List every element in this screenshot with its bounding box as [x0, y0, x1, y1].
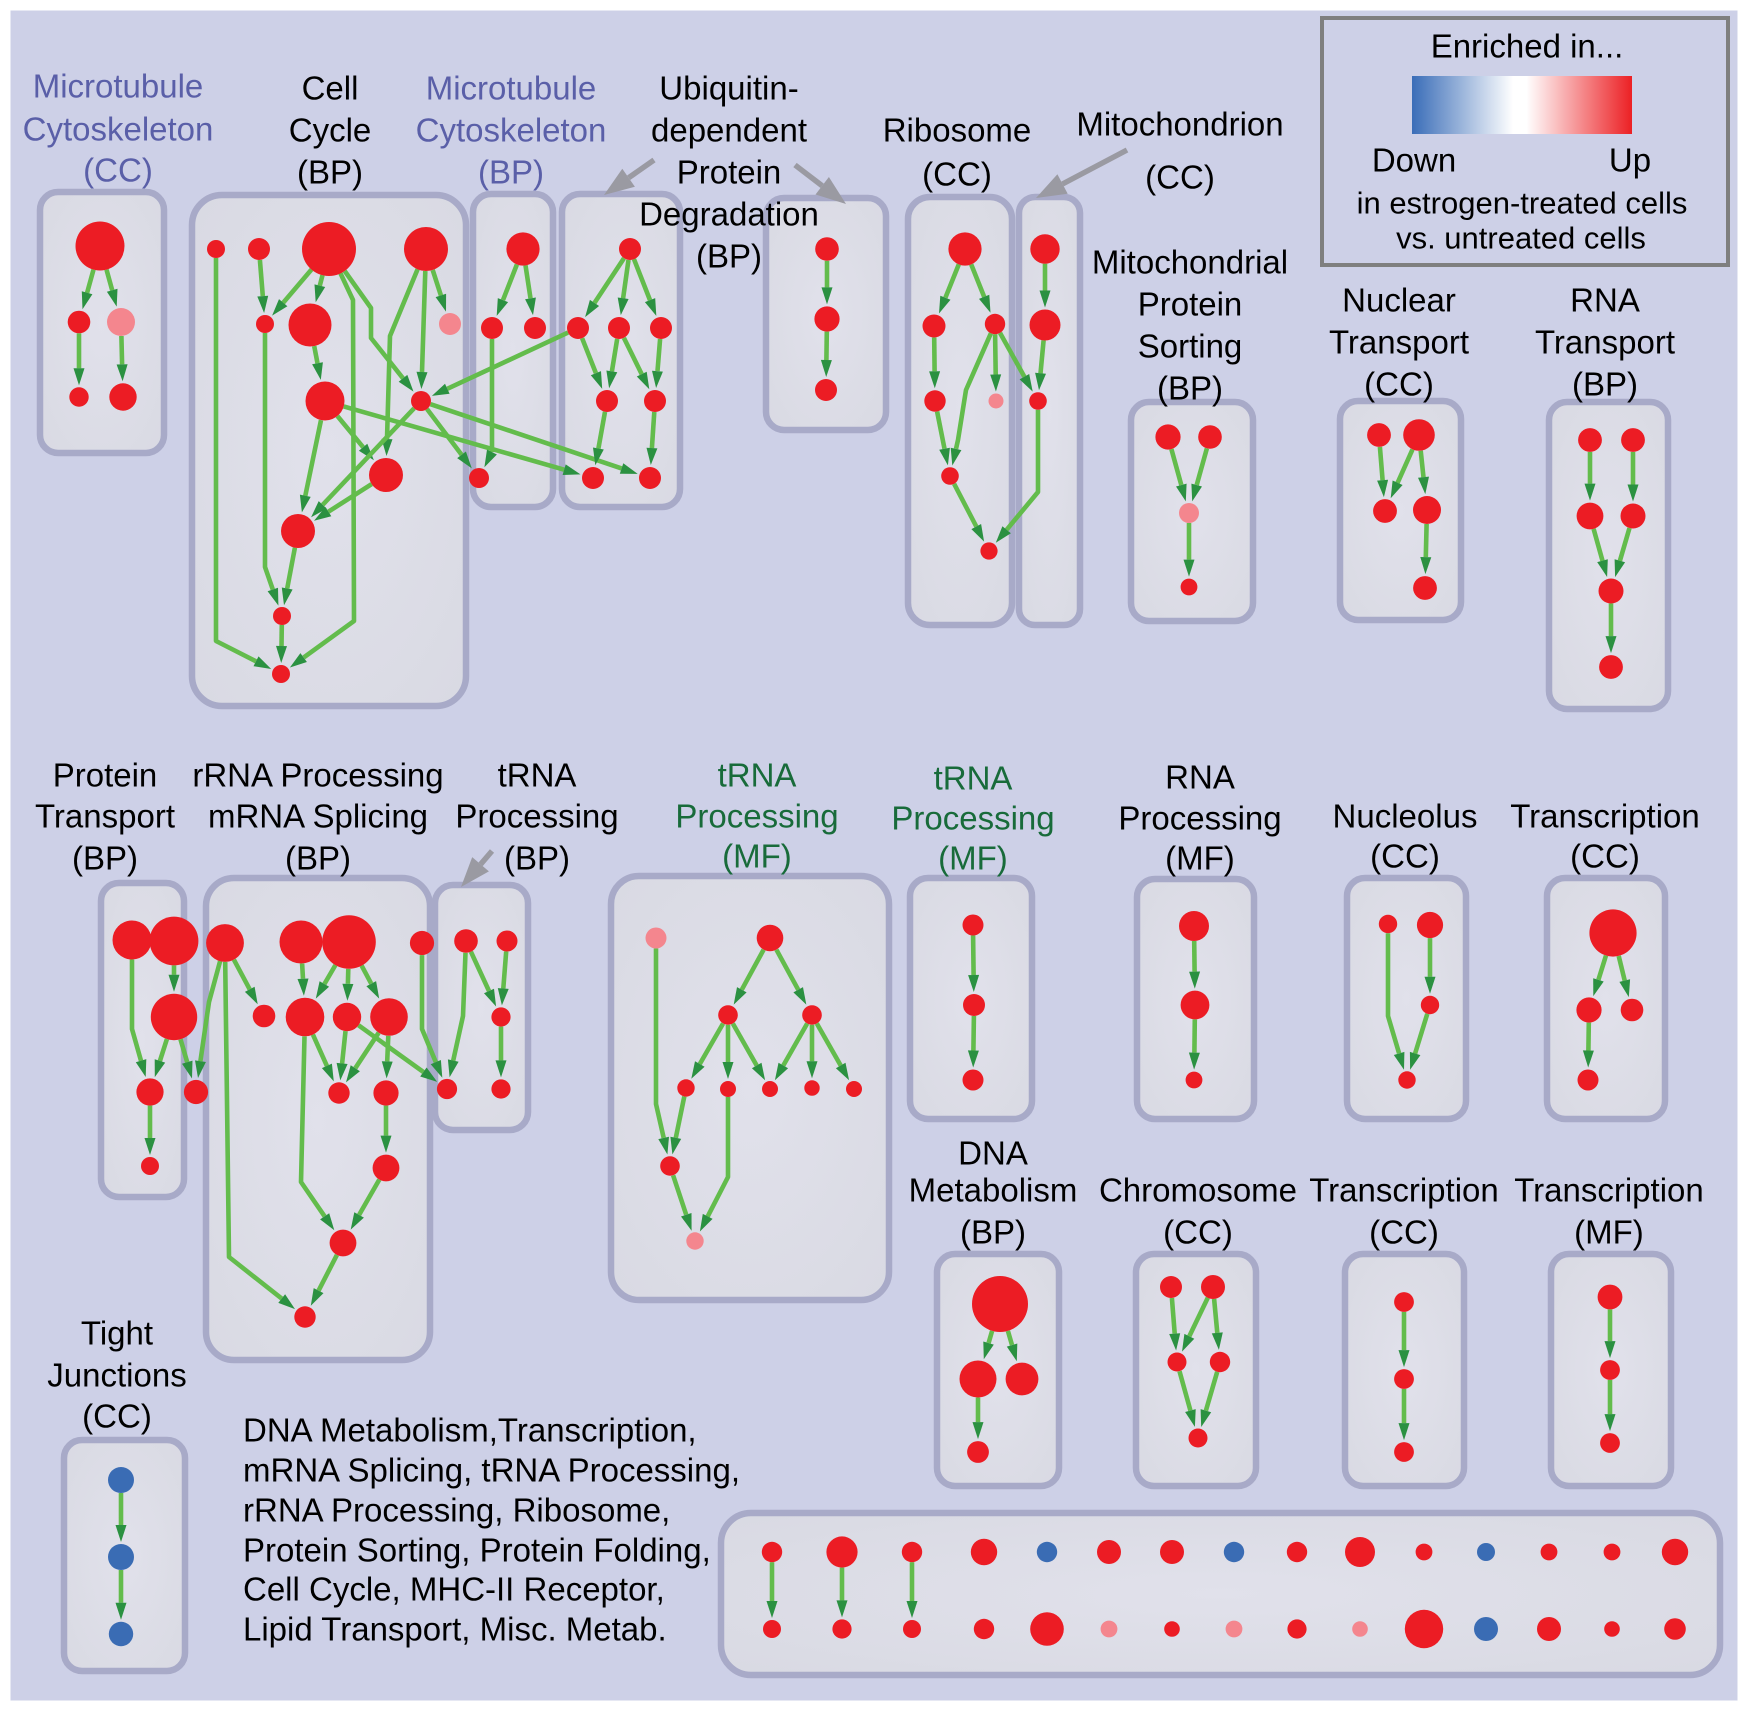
svg-text:Mitochondrion: Mitochondrion — [1076, 106, 1283, 143]
svg-text:Protein: Protein — [677, 154, 782, 191]
svg-text:in estrogen-treated cells: in estrogen-treated cells — [1357, 186, 1688, 221]
svg-text:(CC): (CC) — [1163, 1214, 1233, 1251]
svg-text:Protein: Protein — [53, 757, 158, 794]
svg-text:(BP): (BP) — [960, 1214, 1026, 1251]
svg-text:Nuclear: Nuclear — [1342, 282, 1456, 319]
svg-text:Cycle: Cycle — [289, 112, 372, 149]
svg-text:Transcription: Transcription — [1514, 1172, 1704, 1209]
svg-text:tRNA: tRNA — [498, 757, 577, 794]
svg-text:Cell Cycle, MHC-II Receptor,: Cell Cycle, MHC-II Receptor, — [243, 1571, 665, 1608]
svg-text:Microtubule: Microtubule — [33, 68, 204, 105]
svg-text:Cell: Cell — [302, 70, 359, 107]
svg-text:Microtubule: Microtubule — [426, 70, 597, 107]
svg-text:(CC): (CC) — [922, 156, 992, 193]
svg-text:Transcription: Transcription — [1309, 1172, 1499, 1209]
svg-text:Transcription: Transcription — [1510, 798, 1700, 835]
svg-text:mRNA Splicing, tRNA Processing: mRNA Splicing, tRNA Processing, — [243, 1452, 740, 1489]
svg-text:Processing: Processing — [675, 798, 838, 835]
svg-text:Transport: Transport — [35, 798, 175, 835]
svg-text:Degradation: Degradation — [639, 196, 819, 233]
svg-text:Processing: Processing — [1118, 800, 1281, 837]
svg-text:tRNA: tRNA — [934, 760, 1013, 797]
svg-text:Cytoskeleton: Cytoskeleton — [23, 111, 214, 148]
svg-text:Nucleolus: Nucleolus — [1333, 798, 1478, 835]
svg-text:Ubiquitin-: Ubiquitin- — [659, 70, 798, 107]
svg-text:Processing: Processing — [891, 800, 1054, 837]
svg-text:(CC): (CC) — [1570, 838, 1640, 875]
svg-text:RNA: RNA — [1570, 282, 1640, 319]
svg-text:Protein: Protein — [1138, 286, 1243, 323]
svg-text:(BP): (BP) — [504, 840, 570, 877]
svg-text:vs. untreated cells: vs. untreated cells — [1396, 221, 1646, 256]
svg-text:Metabolism: Metabolism — [909, 1172, 1078, 1209]
svg-text:(BP): (BP) — [285, 840, 351, 877]
svg-text:Protein Sorting, Protein Foldi: Protein Sorting, Protein Folding, — [243, 1532, 711, 1569]
svg-text:Mitochondrial: Mitochondrial — [1092, 244, 1288, 281]
svg-text:Transport: Transport — [1329, 324, 1469, 361]
svg-text:(MF): (MF) — [722, 838, 792, 875]
svg-text:Transport: Transport — [1535, 324, 1675, 361]
svg-text:DNA: DNA — [958, 1135, 1028, 1172]
svg-text:Enriched in...: Enriched in... — [1431, 28, 1624, 65]
svg-text:Tight: Tight — [81, 1315, 153, 1352]
svg-text:(MF): (MF) — [1165, 840, 1235, 877]
svg-text:(BP): (BP) — [1572, 366, 1638, 403]
svg-text:rRNA Processing: rRNA Processing — [192, 757, 443, 794]
svg-text:(BP): (BP) — [72, 840, 138, 877]
svg-text:(BP): (BP) — [478, 154, 544, 191]
svg-text:mRNA Splicing: mRNA Splicing — [208, 798, 428, 835]
svg-text:(CC): (CC) — [1364, 366, 1434, 403]
svg-text:(CC): (CC) — [1370, 838, 1440, 875]
svg-text:Ribosome: Ribosome — [883, 112, 1032, 149]
svg-text:Down: Down — [1372, 142, 1456, 179]
svg-text:(CC): (CC) — [83, 152, 153, 189]
svg-text:(BP): (BP) — [297, 154, 363, 191]
svg-text:dependent: dependent — [651, 112, 807, 149]
svg-text:Chromosome: Chromosome — [1099, 1172, 1297, 1209]
svg-text:RNA: RNA — [1165, 759, 1235, 796]
svg-text:tRNA: tRNA — [718, 757, 797, 794]
svg-text:Processing: Processing — [455, 798, 618, 835]
svg-text:(CC): (CC) — [1145, 159, 1215, 196]
svg-text:Sorting: Sorting — [1138, 328, 1243, 365]
svg-text:rRNA Processing, Ribosome,: rRNA Processing, Ribosome, — [243, 1492, 670, 1529]
svg-text:Up: Up — [1609, 142, 1651, 179]
svg-text:(MF): (MF) — [1574, 1214, 1644, 1251]
svg-text:(BP): (BP) — [696, 238, 762, 275]
svg-text:Cytoskeleton: Cytoskeleton — [416, 112, 607, 149]
svg-text:(CC): (CC) — [82, 1398, 152, 1435]
svg-text:Junctions: Junctions — [47, 1357, 186, 1394]
svg-text:(BP): (BP) — [1157, 370, 1223, 407]
svg-text:(CC): (CC) — [1369, 1214, 1439, 1251]
svg-text:Lipid Transport, Misc. Metab.: Lipid Transport, Misc. Metab. — [243, 1611, 667, 1648]
svg-text:DNA Metabolism,Transcription,: DNA Metabolism,Transcription, — [243, 1412, 697, 1449]
svg-text:(MF): (MF) — [938, 840, 1008, 877]
